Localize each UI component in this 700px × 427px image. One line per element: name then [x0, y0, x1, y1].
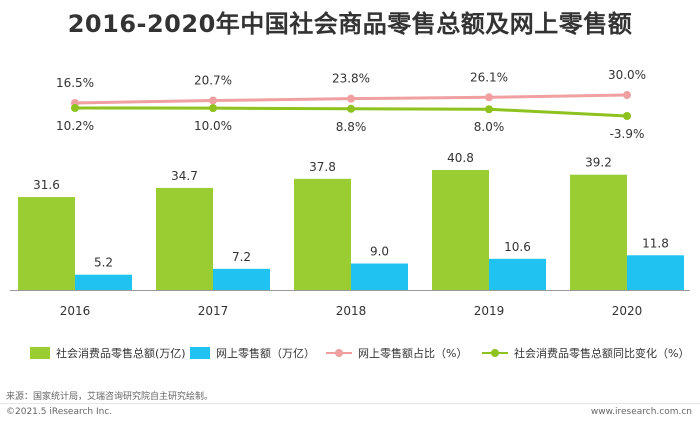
legend-swatch-retail-yoy — [482, 347, 508, 359]
x-tick-label-2020: 2020 — [612, 304, 643, 318]
x-tick-label-2016: 2016 — [60, 304, 91, 318]
source-note: 来源：国家统计局，艾瑞咨询研究院自主研究绘制。 — [6, 392, 214, 402]
x-tick-label-2019: 2019 — [474, 304, 505, 318]
bar-label-retail-total-2019: 40.8 — [447, 151, 474, 165]
legend-item-retail-total: 社会消费品零售总额(万亿) — [30, 344, 186, 362]
point-retail-yoy-2020 — [623, 112, 631, 120]
legend: 社会消费品零售总额(万亿) 网上零售额（万亿） 网上零售额占比（%） 社会消费品… — [30, 344, 690, 362]
footer-divider — [0, 403, 700, 404]
chart-title: 2016-2020年中国社会商品零售总额及网上零售额 — [67, 10, 633, 38]
legend-item-online-share: 网上零售额占比（%） — [326, 344, 467, 362]
point-label-retail-yoy-2017: 10.0% — [194, 119, 232, 133]
point-label-retail-yoy-2018: 8.8% — [336, 120, 367, 134]
footer-website: www.iresearch.com.cn — [590, 407, 692, 417]
bar-online-retail-2018 — [351, 263, 408, 290]
footer-copyright: ©2021.5 iResearch Inc. — [6, 407, 113, 417]
bar-retail-total-2016 — [18, 197, 75, 290]
bar-retail-total-2020 — [570, 174, 627, 290]
bar-online-retail-2019 — [489, 258, 546, 290]
point-online-share-2020 — [623, 91, 631, 99]
bar-online-retail-2017 — [213, 268, 270, 290]
point-online-share-2017 — [209, 96, 217, 105]
point-retail-yoy-2017 — [209, 104, 217, 113]
legend-swatch-online-retail — [190, 347, 210, 359]
legend-swatch-retail-total — [30, 347, 50, 359]
bar-label-online-retail-2017: 7.2 — [232, 250, 251, 264]
point-label-online-share-2018: 23.8% — [332, 72, 370, 86]
bar-label-online-retail-2018: 9.0 — [370, 245, 389, 259]
point-label-online-share-2020: 30.0% — [608, 68, 646, 82]
bar-label-online-retail-2016: 5.2 — [94, 256, 113, 270]
bar-online-retail-2020 — [627, 255, 684, 290]
point-label-online-share-2016: 16.5% — [56, 76, 94, 90]
bar-retail-total-2018 — [294, 178, 351, 290]
point-online-share-2019 — [485, 93, 493, 102]
bar-label-retail-total-2020: 39.2 — [585, 156, 612, 170]
point-label-retail-yoy-2019: 8.0% — [474, 120, 505, 134]
bar-label-retail-total-2016: 31.6 — [33, 178, 60, 192]
x-tick-label-2018: 2018 — [336, 304, 367, 318]
point-retail-yoy-2018 — [347, 104, 355, 113]
legend-label-retail-total: 社会消费品零售总额(万亿) — [56, 347, 186, 360]
point-retail-yoy-2016 — [71, 104, 79, 112]
legend-label-online-share: 网上零售额占比（%） — [358, 347, 468, 360]
legend-label-online-retail: 网上零售额（万亿） — [216, 347, 315, 360]
point-label-online-share-2019: 26.1% — [470, 70, 508, 84]
legend-label-retail-yoy: 社会消费品零售总额同比变化（%） — [514, 347, 690, 360]
bar-online-retail-2016 — [75, 274, 132, 290]
bar-label-online-retail-2019: 10.6 — [504, 240, 531, 254]
bar-retail-total-2017 — [156, 187, 213, 290]
point-label-retail-yoy-2020: -3.9% — [610, 127, 645, 141]
bar-label-online-retail-2020: 11.8 — [642, 236, 669, 250]
point-retail-yoy-2019 — [485, 105, 493, 114]
legend-item-retail-yoy: 社会消费品零售总额同比变化（%） — [482, 344, 689, 362]
point-label-retail-yoy-2016: 10.2% — [56, 119, 94, 133]
bar-label-retail-total-2017: 34.7 — [171, 169, 198, 183]
legend-item-online-retail: 网上零售额（万亿） — [190, 344, 315, 362]
legend-swatch-online-share — [326, 347, 352, 359]
bar-label-retail-total-2018: 37.8 — [309, 160, 336, 174]
point-label-online-share-2017: 20.7% — [194, 74, 232, 88]
chart-area: 31.6 5.2 2016 34.7 7.2 2017 37.8 9.0 2018 40.8 10.… — [10, 68, 690, 318]
bar-retail-total-2019 — [432, 170, 489, 290]
point-online-share-2018 — [347, 94, 355, 103]
x-tick-label-2017: 2017 — [198, 304, 229, 318]
